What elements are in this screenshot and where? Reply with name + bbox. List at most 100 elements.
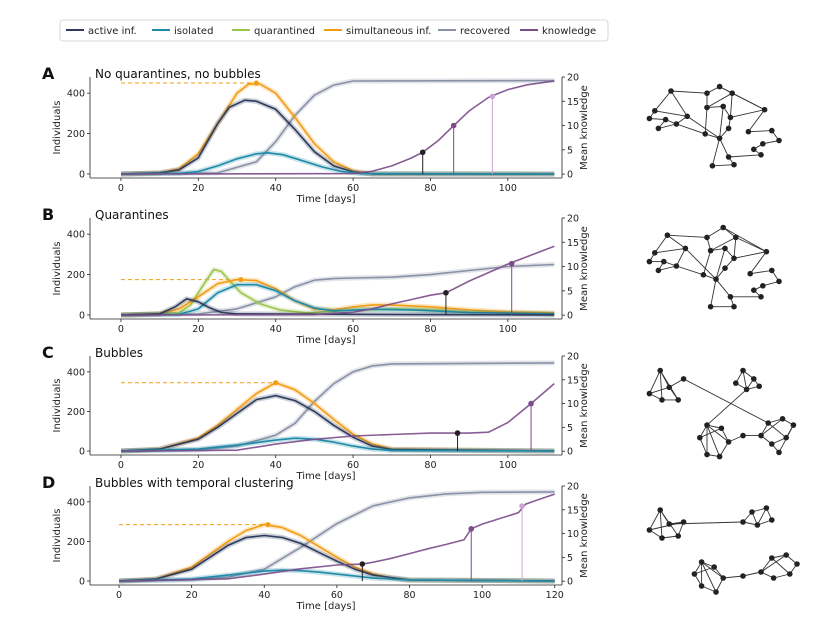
y2-tick-label: 0 [567,447,573,458]
y-axis-label: Individuals [52,101,63,155]
network-C [646,367,797,460]
network-node [652,108,658,114]
network-node [722,245,728,252]
peak-marker [265,522,271,528]
x-tick-label: 0 [118,460,124,471]
network-node [731,303,737,310]
network-edge [667,234,686,249]
network-edge [659,370,670,388]
network-edge [749,251,767,274]
x-tick-label: 20 [192,183,204,194]
network-node [743,386,750,393]
x-tick-label: 20 [192,324,204,335]
y-tick-label: 0 [79,169,85,180]
network-node [776,278,782,285]
network-edge [719,138,730,158]
peak-marker [238,277,244,283]
network-edge [699,437,708,455]
x-axis-label: Time [days] [295,194,355,205]
network-node [646,390,653,397]
knowledge-marker [468,526,475,532]
y-tick-label: 400 [67,497,85,508]
network-node [790,422,797,428]
network-node [704,451,710,458]
network-edge [667,234,708,238]
y2-tick-label: 0 [567,311,573,322]
network-edge [722,227,767,253]
series-knowledge [118,493,555,582]
y2-tick-label: 15 [567,97,579,108]
network-edge [702,250,712,275]
network-edge [728,154,762,158]
series-active-inf- [118,534,555,582]
series-band-recovered [120,78,555,177]
network-node [725,154,732,160]
y2-tick-label: 20 [567,73,579,84]
network-node [704,422,710,428]
network-node [716,135,723,142]
network-edge [649,386,670,395]
network-node [713,276,719,283]
network-edge [649,521,684,531]
series-knowledge [120,245,555,316]
network-node [787,571,793,577]
series-recovered [120,362,555,452]
y2-tick-label: 20 [567,352,579,363]
y2-tick-label: 15 [567,505,579,516]
panel-title: Bubbles [95,346,143,360]
network-node [758,152,764,158]
network-node [720,103,726,110]
network-node [704,90,710,96]
network-node [675,533,681,539]
x-tick-label: 40 [270,183,282,194]
network-A [646,83,782,169]
network-edge [733,251,767,259]
knowledge-marker [489,93,496,100]
panel-title: No quarantines, no bubbles [95,67,261,81]
knowledge-marker [528,400,534,407]
network-node [680,376,687,382]
y2-axis-label: Mean knowledge [579,363,590,448]
network-node [760,141,766,147]
network-edge [748,130,772,133]
network-node [751,146,757,153]
y-axis-label: Individuals [52,242,63,296]
network-node [655,267,662,274]
network-edge [742,370,748,390]
peak-marker [273,380,279,386]
network-edge [670,90,708,94]
network-edge [699,427,722,439]
network-node [668,88,674,94]
x-tick-label: 0 [118,324,124,335]
y-axis-label: Individuals [52,509,63,563]
legend-label-active: active inf. [88,26,137,37]
network-node [720,224,726,231]
network-node [646,258,653,265]
network-edge [719,106,724,139]
network-node [760,283,766,289]
y2-tick-label: 0 [567,170,573,181]
network-D [646,505,800,595]
network-node [745,128,752,135]
network-node [698,583,705,589]
network-edge [710,279,717,307]
network-node [707,303,714,310]
y-tick-label: 0 [79,310,85,321]
network-node [751,376,757,382]
network-node [697,434,703,441]
y-tick-label: 200 [67,407,85,418]
network-edge [683,378,769,424]
network-edge [723,575,744,579]
knowledge-marker [443,289,449,296]
network-edge [654,234,668,254]
network-edge [654,110,688,117]
network-edge [686,115,720,139]
x-tick-label: 60 [347,460,359,471]
network-edge [712,164,735,167]
network-edge [730,109,765,118]
network-node [740,573,746,579]
network-node [727,114,734,121]
network-node [740,432,746,439]
y2-tick-label: 20 [567,214,579,225]
